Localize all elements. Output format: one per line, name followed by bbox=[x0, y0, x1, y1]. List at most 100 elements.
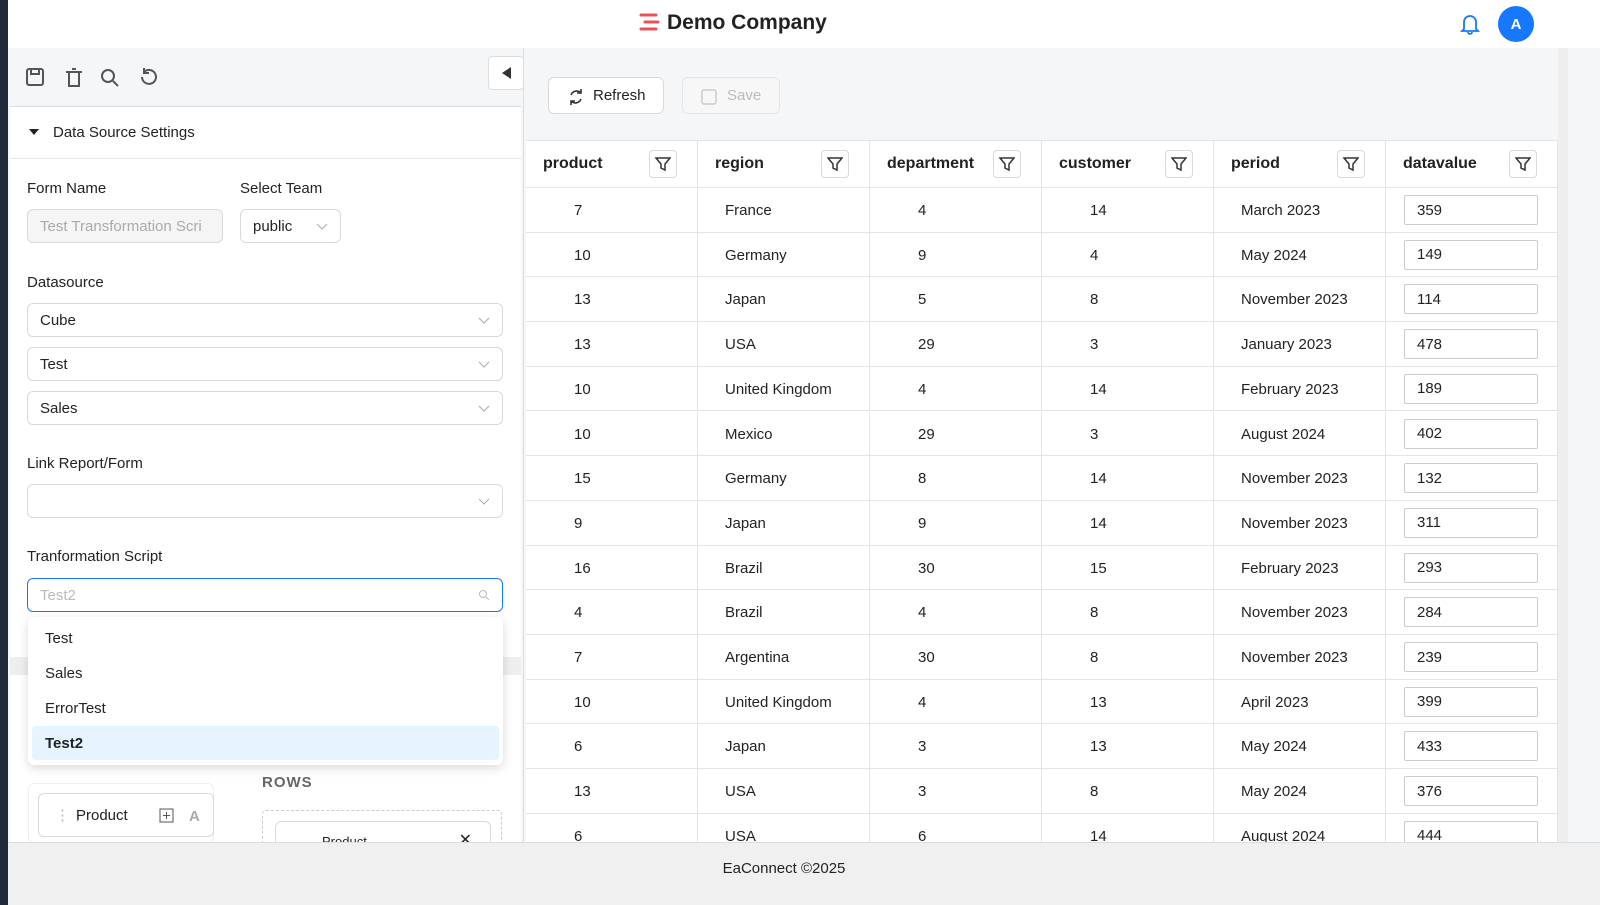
collapse-button[interactable] bbox=[488, 56, 524, 90]
filter-button[interactable] bbox=[993, 150, 1021, 178]
filter-button[interactable] bbox=[1337, 150, 1365, 178]
table-cell: March 2023 bbox=[1214, 188, 1386, 233]
section-title[interactable]: Data Source Settings bbox=[53, 124, 195, 141]
cell-text: May 2024 bbox=[1241, 738, 1307, 756]
table-cell: 444 bbox=[1386, 813, 1558, 842]
filter-button[interactable] bbox=[1509, 150, 1537, 178]
save-text: Save bbox=[727, 87, 762, 104]
script-option[interactable]: Test2 bbox=[32, 726, 499, 760]
table-cell: 4 bbox=[526, 590, 698, 635]
refresh-button[interactable]: Refresh bbox=[548, 77, 664, 114]
value-input[interactable]: 478 bbox=[1404, 329, 1538, 360]
field-name: Product bbox=[76, 807, 128, 824]
value-input[interactable]: 239 bbox=[1404, 642, 1538, 672]
cell-text: 13 bbox=[574, 291, 591, 309]
table-cell: Japan bbox=[698, 277, 870, 323]
table-cell: Argentina bbox=[698, 635, 870, 680]
script-option[interactable]: Sales bbox=[32, 656, 499, 690]
link-label: Link Report/Form bbox=[27, 455, 143, 472]
filter-button[interactable] bbox=[821, 150, 849, 178]
table-cell: 13 bbox=[526, 322, 698, 367]
cell-text: May 2024 bbox=[1241, 783, 1307, 801]
value-input[interactable]: 132 bbox=[1404, 463, 1538, 494]
cell-text: 30 bbox=[918, 559, 935, 577]
cell-text: 6 bbox=[918, 827, 927, 842]
datasource-select[interactable]: Sales bbox=[27, 391, 503, 425]
cell-text: 10 bbox=[574, 380, 591, 398]
table-cell: 3 bbox=[1042, 411, 1214, 457]
bell-icon[interactable] bbox=[1460, 12, 1480, 36]
form-name-label: Form Name bbox=[27, 180, 107, 197]
table-cell: 10 bbox=[526, 232, 698, 278]
field-chip[interactable]: ⋮⋮ Product A bbox=[38, 793, 214, 837]
script-option[interactable]: Test bbox=[32, 621, 499, 655]
drag-handle: ⋮⋮ bbox=[55, 807, 85, 824]
value-input[interactable]: 311 bbox=[1404, 507, 1538, 538]
value-input[interactable]: 376 bbox=[1404, 776, 1538, 807]
cell-text: 10 bbox=[574, 693, 591, 711]
datasource-value: Test bbox=[40, 356, 68, 373]
value-input[interactable]: 189 bbox=[1404, 373, 1538, 404]
table-cell: Germany bbox=[698, 456, 870, 501]
table-cell: 359 bbox=[1386, 188, 1558, 233]
value-input[interactable]: 444 bbox=[1404, 820, 1538, 842]
cell-text: 3 bbox=[918, 783, 927, 801]
value-input[interactable]: 433 bbox=[1404, 731, 1538, 762]
script-search[interactable]: Test2 bbox=[27, 578, 503, 612]
script-option[interactable]: ErrorTest bbox=[32, 691, 499, 725]
save-button: Save bbox=[682, 77, 780, 114]
table-cell: 402 bbox=[1386, 411, 1558, 457]
table-cell: November 2023 bbox=[1214, 635, 1386, 680]
table-cell: 6 bbox=[870, 813, 1042, 842]
cell-text: 9 bbox=[574, 514, 583, 532]
column-header: datavalue bbox=[1386, 141, 1558, 188]
value-input[interactable]: 399 bbox=[1404, 686, 1538, 717]
value-input[interactable]: 293 bbox=[1404, 552, 1538, 583]
table-cell: United Kingdom bbox=[698, 679, 870, 725]
cell-text: 15 bbox=[574, 470, 591, 488]
filter-button[interactable] bbox=[1165, 150, 1193, 178]
table-cell: 4 bbox=[1042, 232, 1214, 278]
value-input[interactable]: 402 bbox=[1404, 418, 1538, 449]
table-cell: 9 bbox=[870, 232, 1042, 278]
script-dropdown: Test Sales ErrorTest Test2 bbox=[28, 617, 503, 765]
team-select[interactable]: public bbox=[240, 209, 341, 243]
value-input[interactable]: 149 bbox=[1404, 239, 1538, 270]
table-cell: 13 bbox=[1042, 724, 1214, 770]
cell-text: 7 bbox=[574, 649, 583, 666]
script-option-text: Test bbox=[45, 630, 73, 647]
link-select[interactable] bbox=[27, 484, 503, 518]
cell-text: 4 bbox=[918, 604, 927, 622]
cell-text: November 2023 bbox=[1241, 649, 1348, 666]
table-cell: USA bbox=[698, 769, 870, 814]
toolbar-icons[interactable] bbox=[24, 66, 164, 88]
filter-button[interactable] bbox=[649, 150, 677, 178]
table-cell: November 2023 bbox=[1214, 500, 1386, 546]
cell-text: Germany bbox=[725, 470, 787, 488]
avatar[interactable]: A bbox=[1498, 6, 1534, 42]
table-cell: 399 bbox=[1386, 679, 1558, 725]
table-cell: Japan bbox=[698, 500, 870, 546]
datasource-select[interactable]: Cube bbox=[27, 303, 503, 337]
cell-text: Japan bbox=[725, 738, 766, 756]
value-input[interactable]: 284 bbox=[1404, 597, 1538, 628]
script-option-text: Sales bbox=[45, 665, 83, 682]
cell-text: 4 bbox=[918, 380, 927, 398]
cell-text: Brazil bbox=[725, 604, 763, 622]
table-cell: 30 bbox=[870, 635, 1042, 680]
cell-text: Brazil bbox=[725, 559, 763, 577]
cell-text: August 2024 bbox=[1241, 827, 1326, 842]
table-cell: 14 bbox=[1042, 188, 1214, 233]
datasource-select[interactable]: Test bbox=[27, 347, 503, 381]
cell-text: August 2024 bbox=[1241, 425, 1326, 443]
table-cell: France bbox=[698, 188, 870, 233]
table-cell: 29 bbox=[870, 322, 1042, 367]
table-cell: Japan bbox=[698, 724, 870, 770]
scrollbar bbox=[1558, 48, 1568, 842]
value-input[interactable]: 359 bbox=[1404, 195, 1538, 225]
grid-panel: Refresh Save product region department cust… bbox=[526, 48, 1558, 842]
table-cell: 10 bbox=[526, 366, 698, 412]
table-cell: 15 bbox=[1042, 545, 1214, 591]
cell-text: 7 bbox=[574, 202, 583, 219]
value-input[interactable]: 114 bbox=[1404, 284, 1538, 315]
